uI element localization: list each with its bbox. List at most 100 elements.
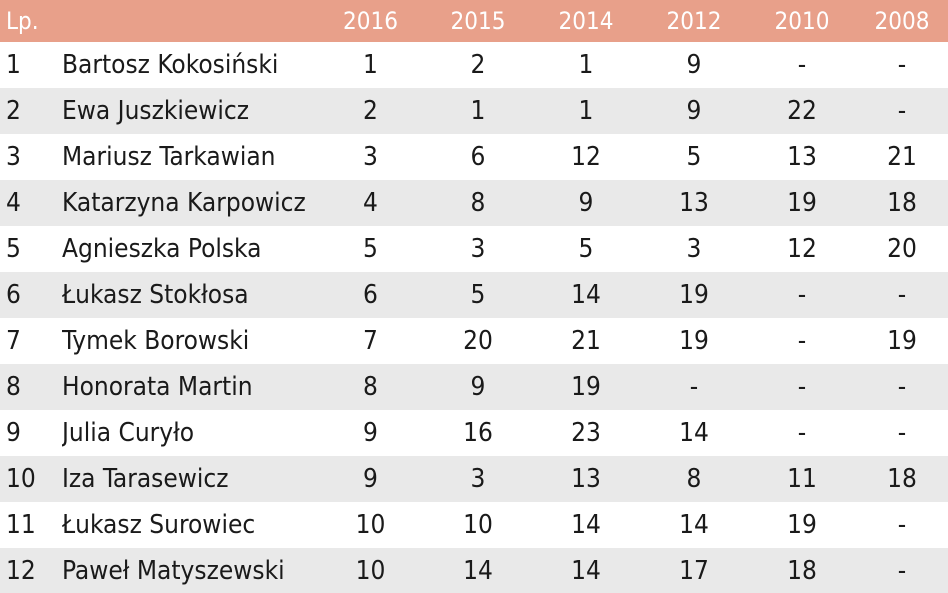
row-value-2010: 11 (787, 464, 817, 494)
row-value-2008: - (897, 372, 907, 402)
header-year-2012: 2012 (666, 7, 722, 35)
row-value-2015: 10 (463, 510, 493, 540)
row-value-2010: 19 (787, 510, 817, 540)
row-lp: 1 (6, 50, 21, 80)
row-value-2010: 18 (787, 556, 817, 586)
row-value-2015: 6 (470, 142, 486, 172)
row-value-2015: 14 (463, 556, 493, 586)
row-value-2014: 14 (571, 510, 601, 540)
row-lp: 6 (6, 280, 21, 310)
table-row: 2 Ewa Juszkiewicz 2 1 1 9 22 - (0, 88, 948, 134)
row-lp: 4 (6, 188, 21, 218)
row-value-2010: - (797, 326, 807, 356)
row-value-2008: 18 (887, 464, 917, 494)
header-year-2008: 2008 (874, 7, 930, 35)
row-value-2014: 12 (571, 142, 601, 172)
row-value-2010: - (797, 418, 807, 448)
row-value-2012: 14 (679, 510, 709, 540)
row-value-2010: 22 (787, 96, 817, 126)
row-value-2016: 8 (363, 372, 378, 402)
table-row: 5 Agnieszka Polska 5 3 5 3 12 20 (0, 226, 948, 272)
header-year-2014: 2014 (558, 7, 614, 35)
row-value-2015: 8 (470, 188, 486, 218)
row-value-2012: 9 (686, 96, 702, 126)
table-row: 6 Łukasz Stokłosa 6 5 14 19 - - (0, 272, 948, 318)
row-lp: 8 (6, 372, 21, 402)
row-value-2014: 1 (578, 96, 594, 126)
row-name: Łukasz Surowiec (62, 510, 256, 540)
header-lp: Lp. (6, 7, 39, 35)
row-value-2008: 21 (887, 142, 917, 172)
row-value-2012: 17 (679, 556, 709, 586)
row-name: Julia Curyło (62, 418, 195, 448)
row-value-2010: 13 (787, 142, 817, 172)
table-row: 12 Paweł Matyszewski 10 14 14 17 18 - (0, 548, 948, 593)
header-year-2010: 2010 (774, 7, 830, 35)
row-name: Ewa Juszkiewicz (62, 96, 250, 126)
row-lp: 11 (6, 510, 36, 540)
row-value-2008: 19 (887, 326, 917, 356)
table-row: 3 Mariusz Tarkawian 3 6 12 5 13 21 (0, 134, 948, 180)
row-value-2012: - (689, 372, 699, 402)
row-value-2012: 19 (679, 280, 709, 310)
row-name: Iza Tarasewicz (62, 464, 229, 494)
row-value-2012: 9 (686, 50, 702, 80)
row-value-2016: 6 (363, 280, 378, 310)
row-value-2012: 3 (686, 234, 702, 264)
row-value-2012: 5 (686, 142, 702, 172)
row-lp: 5 (6, 234, 21, 264)
row-value-2014: 21 (571, 326, 601, 356)
row-name: Łukasz Stokłosa (62, 280, 249, 310)
row-name: Agnieszka Polska (62, 234, 262, 264)
row-value-2010: - (797, 50, 807, 80)
row-value-2016: 7 (363, 326, 378, 356)
row-value-2010: 12 (787, 234, 817, 264)
row-value-2014: 13 (571, 464, 601, 494)
row-value-2014: 5 (578, 234, 594, 264)
table-row: 4 Katarzyna Karpowicz 4 8 9 13 19 18 (0, 180, 948, 226)
row-lp: 10 (6, 464, 36, 494)
row-value-2008: - (897, 280, 907, 310)
row-value-2015: 9 (470, 372, 486, 402)
row-value-2008: - (897, 556, 907, 586)
row-value-2014: 23 (571, 418, 601, 448)
table-row: 11 Łukasz Surowiec 10 10 14 14 19 - (0, 502, 948, 548)
row-value-2014: 1 (578, 50, 594, 80)
row-value-2016: 3 (363, 142, 378, 172)
row-value-2012: 8 (686, 464, 702, 494)
row-name: Bartosz Kokosiński (62, 50, 279, 80)
table-header: Lp. 2016 2015 2014 2012 2010 2008 (0, 0, 948, 42)
row-value-2010: - (797, 280, 807, 310)
row-value-2015: 1 (470, 96, 486, 126)
row-value-2008: - (897, 96, 907, 126)
row-value-2015: 3 (470, 234, 486, 264)
row-value-2010: 19 (787, 188, 817, 218)
table-row: 10 Iza Tarasewicz 9 3 13 8 11 18 (0, 456, 948, 502)
row-value-2014: 9 (578, 188, 594, 218)
row-value-2016: 10 (355, 556, 386, 586)
row-value-2008: 18 (887, 188, 917, 218)
row-value-2015: 5 (470, 280, 486, 310)
row-value-2010: - (797, 372, 807, 402)
table-row: 9 Julia Curyło 9 16 23 14 - - (0, 410, 948, 456)
row-value-2015: 2 (470, 50, 486, 80)
table-row: 1 Bartosz Kokosiński 1 2 1 9 - - (0, 42, 948, 88)
row-value-2008: - (897, 510, 907, 540)
row-lp: 2 (6, 96, 21, 126)
header-year-2015: 2015 (450, 7, 506, 35)
row-lp: 12 (6, 556, 36, 586)
row-value-2012: 14 (679, 418, 709, 448)
row-value-2016: 1 (363, 50, 378, 80)
row-value-2014: 14 (571, 556, 601, 586)
row-value-2016: 9 (363, 464, 378, 494)
header-year-2016: 2016 (343, 7, 398, 35)
row-value-2015: 3 (470, 464, 486, 494)
table-row: 7 Tymek Borowski 7 20 21 19 - 19 (0, 318, 948, 364)
row-value-2008: - (897, 418, 907, 448)
row-name: Tymek Borowski (62, 326, 250, 356)
row-value-2012: 19 (679, 326, 709, 356)
row-value-2012: 13 (679, 188, 709, 218)
row-value-2016: 9 (363, 418, 378, 448)
row-name: Paweł Matyszewski (62, 556, 285, 586)
row-name: Mariusz Tarkawian (62, 142, 276, 172)
